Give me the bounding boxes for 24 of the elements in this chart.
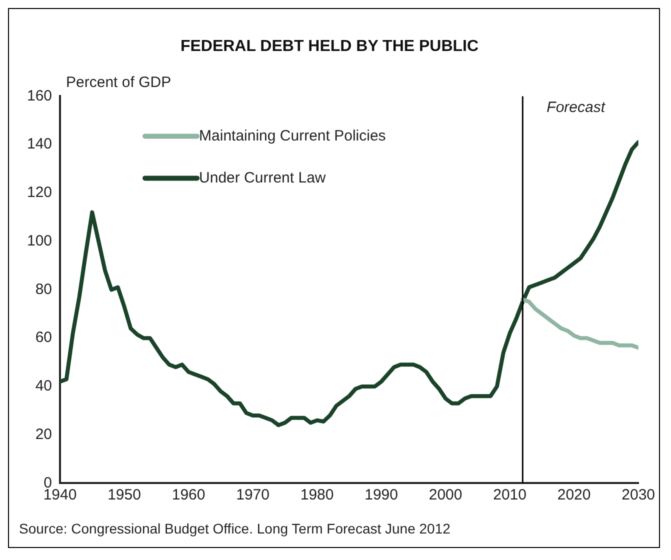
x-tick-label: 1950	[108, 486, 141, 504]
y-axis-title: Percent of GDP	[66, 74, 172, 91]
x-tick-label: 1970	[236, 486, 270, 504]
x-tick-label: 1980	[300, 486, 334, 504]
y-tick-label: 60	[35, 329, 52, 346]
legend-label: Maintaining Current Policies	[199, 127, 386, 144]
source-note: Source: Congressional Budget Office. Long Term Forecast June 2012	[19, 520, 451, 536]
y-tick-label: 40	[35, 378, 52, 395]
x-tick-label: 2020	[557, 486, 591, 504]
chart-title: FEDERAL DEBT HELD BY THE PUBLIC	[180, 38, 479, 56]
x-tick-label: 2000	[428, 486, 462, 504]
legend-label: Under Current Law	[199, 169, 326, 186]
y-tick-label: 160	[26, 87, 52, 104]
x-tick-label: 1960	[172, 486, 206, 504]
y-tick-label: 80	[35, 280, 52, 298]
y-tick-label: 100	[26, 232, 52, 250]
ref-line-label: Forecast	[546, 98, 606, 116]
x-tick-label: 1990	[364, 486, 398, 504]
x-tick-label: 2030	[622, 486, 656, 504]
y-tick-label: 120	[26, 184, 52, 202]
y-tick-label: 140	[26, 136, 52, 153]
y-tick-label: 20	[35, 426, 52, 443]
x-tick-label: 1940	[43, 486, 77, 504]
x-tick-label: 2010	[493, 486, 526, 504]
